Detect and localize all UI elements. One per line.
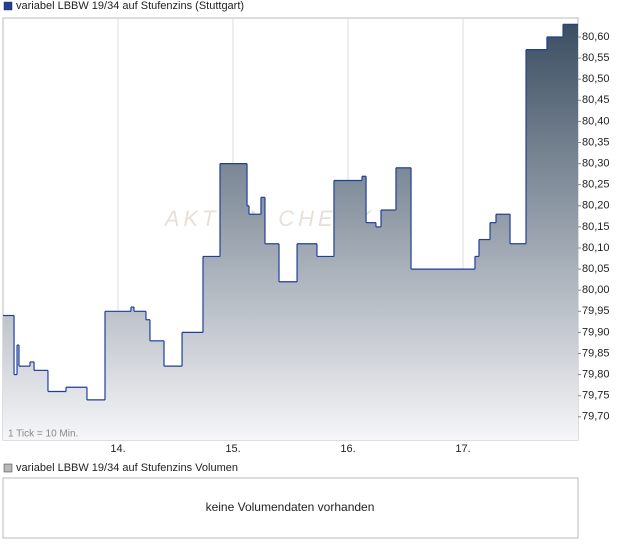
- y-tick-label: 79,80: [582, 368, 610, 380]
- y-tick-label: 80,40: [582, 115, 610, 127]
- volume-panel: [2, 477, 579, 539]
- legend-label: variabel LBBW 19/34 auf Stufenzins Volum…: [16, 462, 238, 474]
- x-tick-label: 14.: [110, 443, 125, 455]
- y-tick-label: 79,90: [582, 326, 610, 338]
- y-tick-label: 79,75: [582, 390, 610, 402]
- legend-swatch: [3, 1, 13, 11]
- legend-swatch: [3, 463, 13, 473]
- y-tick-label: 80,30: [582, 157, 610, 169]
- y-tick-label: 80,55: [582, 52, 610, 64]
- x-tick-label: 15.: [225, 443, 240, 455]
- y-tick-label: 80,00: [582, 284, 610, 296]
- y-tick-label: 80,60: [582, 31, 610, 43]
- y-tick-label: 79,70: [582, 411, 610, 423]
- y-tick-label: 80,35: [582, 136, 610, 148]
- y-tick-label: 80,05: [582, 263, 610, 275]
- legend-label: variabel LBBW 19/34 auf Stufenzins (Stut…: [16, 0, 244, 12]
- y-tick-label: 79,85: [582, 347, 610, 359]
- y-tick-label: 80,15: [582, 221, 610, 233]
- y-tick-label: 80,50: [582, 73, 610, 85]
- tick-note: 1 Tick = 10 Min.: [8, 429, 78, 440]
- x-tick-label: 16.: [340, 443, 355, 455]
- y-tick-label: 80,10: [582, 242, 610, 254]
- volume-message: keine Volumendaten vorhanden: [206, 500, 375, 514]
- y-tick-label: 80,45: [582, 94, 610, 106]
- y-tick-label: 80,20: [582, 200, 610, 212]
- y-tick-label: 79,95: [582, 305, 610, 317]
- x-tick-label: 17.: [455, 443, 470, 455]
- y-tick-label: 80,25: [582, 179, 610, 191]
- area-fill: [3, 24, 578, 441]
